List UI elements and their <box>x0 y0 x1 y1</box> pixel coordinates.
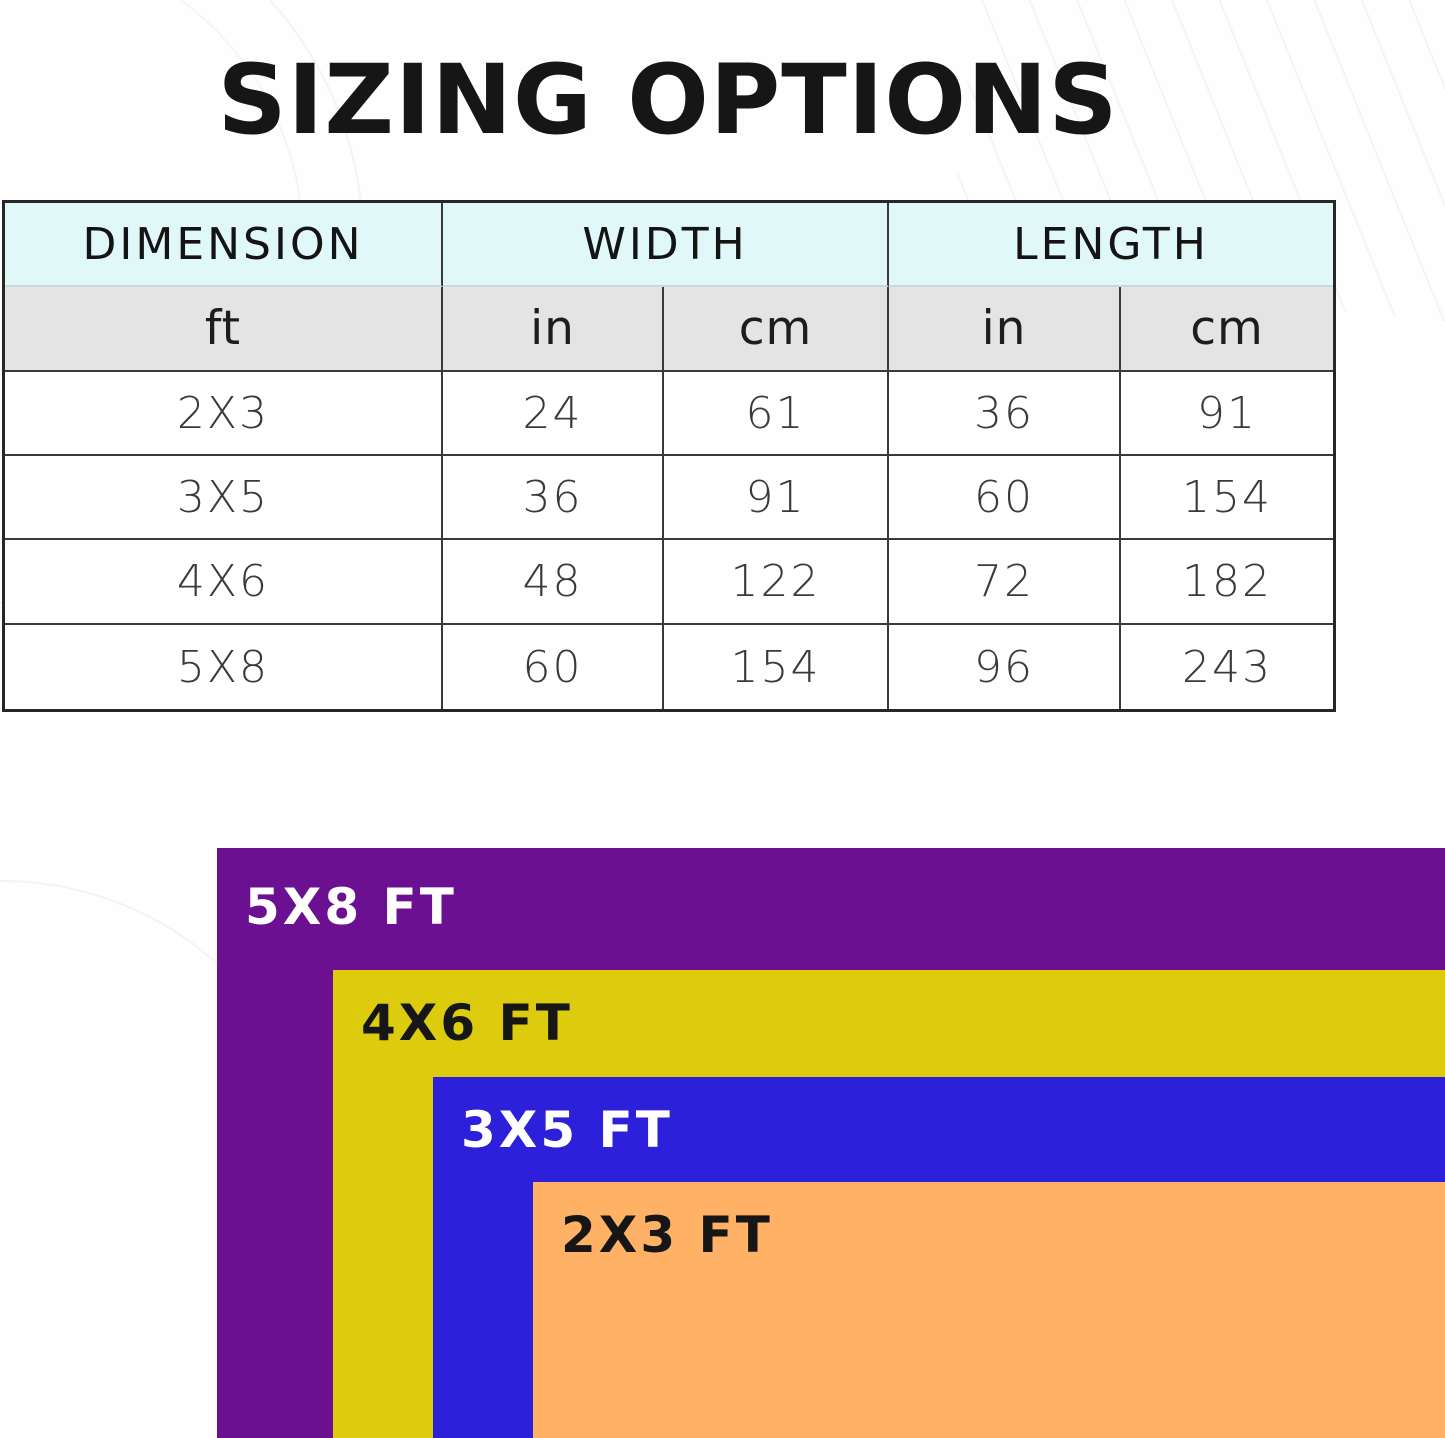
table-cell: 24 <box>443 372 664 456</box>
size-rect-label: 4X6 FT <box>361 994 573 1052</box>
unit-cell-width-cm: cm <box>664 287 889 372</box>
table-cell: 60 <box>443 625 664 709</box>
unit-cell-ft: ft <box>5 287 443 372</box>
size-rect-label: 3X5 FT <box>461 1101 673 1159</box>
table-cell: 4X6 <box>5 540 443 625</box>
table-cell: 96 <box>889 625 1121 709</box>
unit-cell-width-in: in <box>443 287 664 372</box>
table-cell: 122 <box>664 540 889 625</box>
size-rect-2x3: 2X3 FT <box>533 1182 1445 1438</box>
table-cell: 154 <box>1121 456 1333 540</box>
unit-cell-length-cm: cm <box>1121 287 1333 372</box>
col-header-width: WIDTH <box>443 203 889 287</box>
table-cell: 36 <box>443 456 664 540</box>
col-header-length: LENGTH <box>889 203 1333 287</box>
table-cell: 60 <box>889 456 1121 540</box>
table-cell: 91 <box>664 456 889 540</box>
unit-cell-length-in: in <box>889 287 1121 372</box>
table-cell: 72 <box>889 540 1121 625</box>
table-cell: 61 <box>664 372 889 456</box>
table-cell: 48 <box>443 540 664 625</box>
table-cell: 2X3 <box>5 372 443 456</box>
size-rect-label: 2X3 FT <box>561 1206 773 1264</box>
page-title: SIZING OPTIONS <box>217 44 1119 157</box>
table-cell: 3X5 <box>5 456 443 540</box>
table-cell: 182 <box>1121 540 1333 625</box>
table-cell: 91 <box>1121 372 1333 456</box>
sizing-table: DIMENSION WIDTH LENGTH ft in cm in cm 2X… <box>2 200 1336 712</box>
table-cell: 154 <box>664 625 889 709</box>
table-cell: 243 <box>1182 641 1272 693</box>
table-cell: 5X8 <box>5 625 443 709</box>
col-header-dimension: DIMENSION <box>5 203 443 287</box>
table-cell: 36 <box>889 372 1121 456</box>
size-rect-label: 5X8 FT <box>245 878 457 936</box>
